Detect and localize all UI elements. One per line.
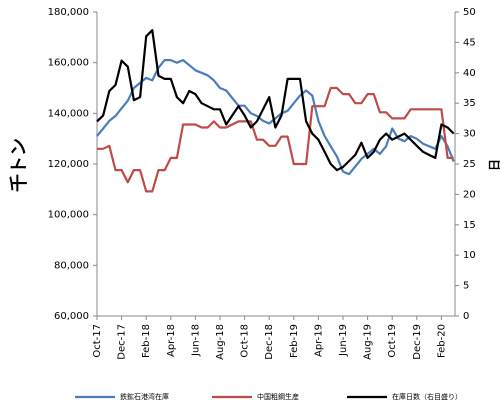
- y2-tick-label: 30: [463, 129, 476, 140]
- y-tick-label: 80,000: [54, 260, 89, 271]
- y2-tick-label: 50: [463, 7, 476, 18]
- y2-tick-label: 0: [463, 311, 469, 322]
- legend-label: 中国粗鋼生産: [257, 392, 299, 401]
- x-tick-label: Oct-19: [387, 324, 398, 358]
- y2-tick-label: 5: [463, 281, 469, 292]
- y2-tick-label: 45: [463, 37, 476, 48]
- x-tick-label: Dec-18: [264, 324, 275, 360]
- y-tick-label: 140,000: [48, 108, 89, 119]
- series-line: [96, 29, 455, 172]
- legend-label: 在庫日数（右目盛り）: [392, 392, 462, 401]
- y-tick-label: 120,000: [48, 159, 89, 170]
- y2-tick-label: 35: [463, 98, 476, 109]
- series-line: [97, 86, 454, 193]
- y-tick-label: 160,000: [48, 58, 89, 69]
- series-line: [96, 59, 455, 176]
- y2-tick-label: 15: [463, 220, 476, 231]
- x-tick-label: Aug-18: [215, 324, 226, 360]
- y-tick-label: 180,000: [48, 7, 89, 18]
- x-tick-label: Oct-18: [240, 324, 251, 358]
- y2-axis-label: 日: [488, 159, 501, 171]
- y2-tick-label: 20: [463, 189, 476, 200]
- x-tick-label: Oct-17: [92, 324, 103, 358]
- y2-tick-label: 25: [463, 159, 476, 170]
- x-tick-label: Aug-19: [363, 324, 374, 360]
- x-tick-label: Feb-18: [141, 324, 152, 358]
- x-tick-label: Jun-18: [190, 324, 201, 357]
- x-tick-label: Apr-18: [166, 324, 177, 357]
- x-tick-label: Feb-20: [436, 324, 447, 358]
- x-tick-label: Dec-19: [412, 324, 423, 360]
- y-tick-label: 60,000: [54, 311, 89, 322]
- y-axis-label: 千トン: [9, 138, 30, 192]
- x-tick-label: Jun-19: [338, 324, 349, 357]
- y-tick-label: 100,000: [48, 210, 89, 221]
- y2-tick-label: 40: [463, 68, 476, 79]
- y2-tick-label: 10: [463, 250, 476, 261]
- x-tick-label: Feb-19: [289, 324, 300, 358]
- x-tick-label: Apr-19: [313, 324, 324, 357]
- legend-label: 鉄鉱石港湾在庫: [120, 392, 169, 401]
- x-tick-label: Dec-17: [117, 324, 128, 360]
